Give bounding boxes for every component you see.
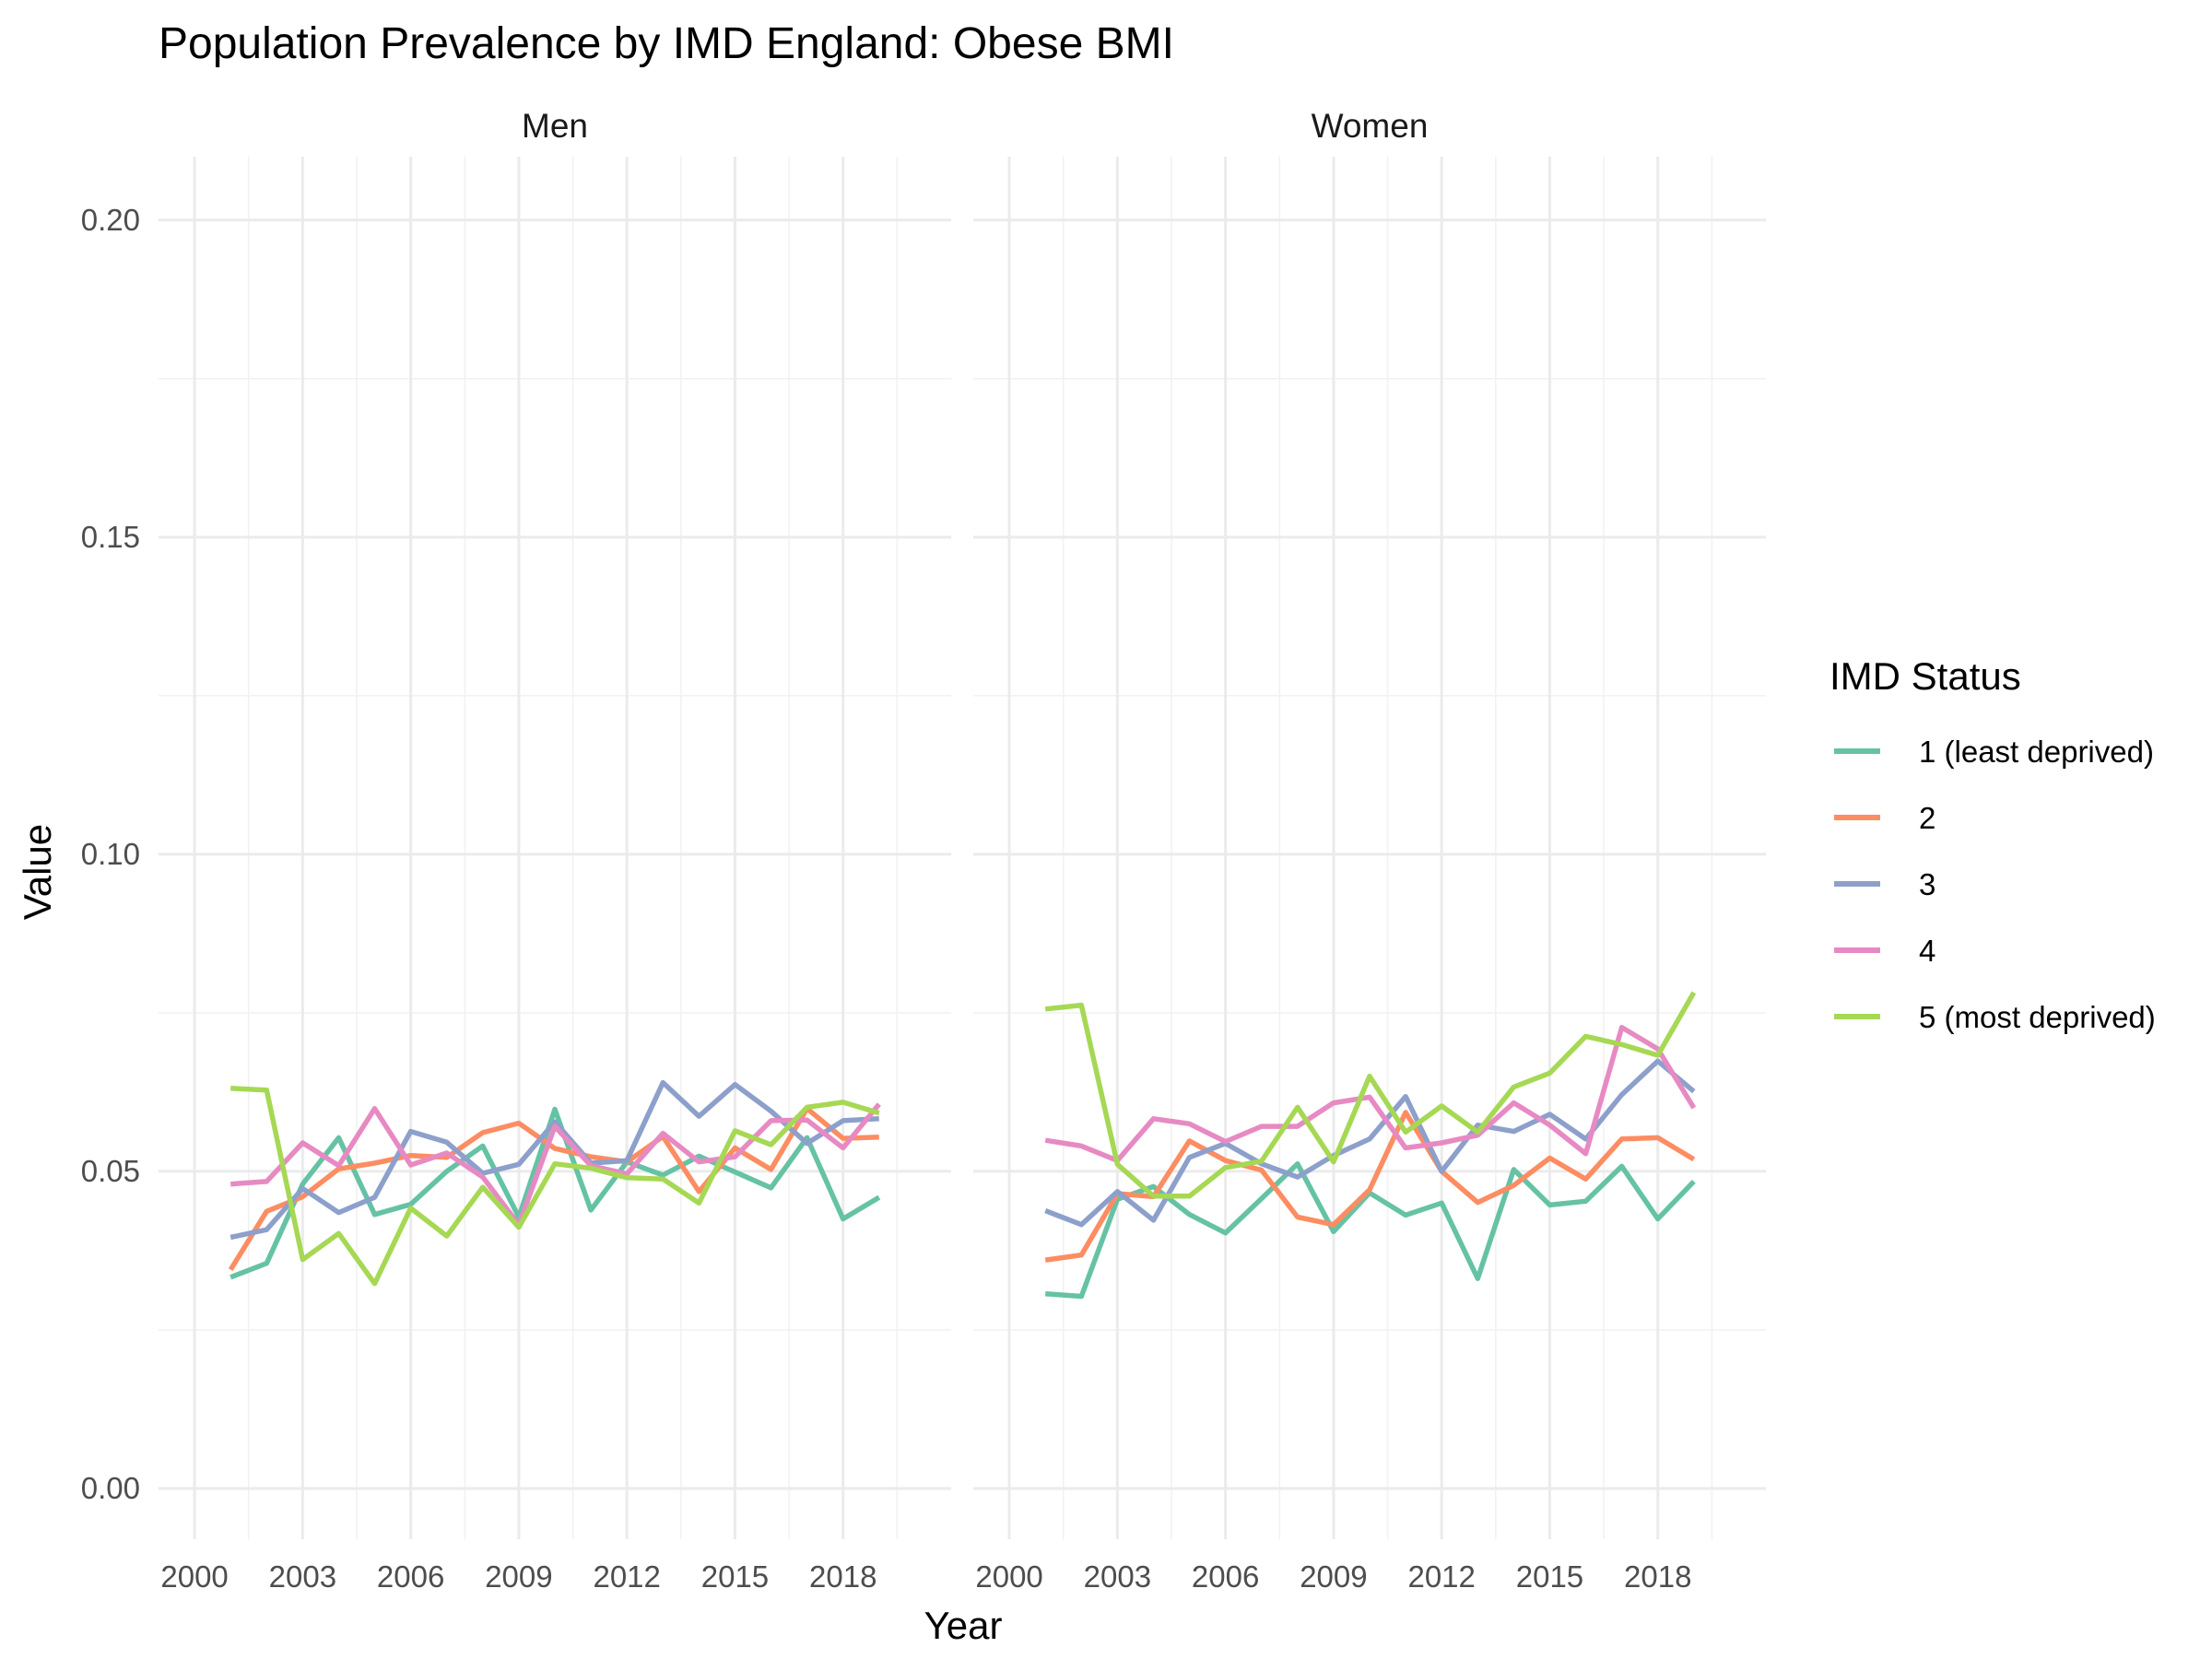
y-tick-label: 0.15 (81, 520, 140, 554)
legend: IMD Status 1 (least deprived) 2 3 4 5 (most … (1830, 654, 2156, 1034)
series-line-women-4 (1044, 1024, 1697, 1163)
series-line-men-1 (229, 1106, 881, 1280)
facet-strip-label: Women (1312, 107, 1429, 145)
x-tick-label: 2015 (701, 1559, 769, 1594)
legend-title: IMD Status (1830, 654, 2021, 698)
legend-label-4: 4 (1919, 934, 1936, 968)
x-tick-label: 2003 (269, 1559, 336, 1594)
x-tick-label: 2012 (593, 1559, 660, 1594)
y-tick-label: 0.05 (81, 1154, 140, 1188)
y-axis-title: Value (16, 824, 59, 920)
x-tick-label: 2018 (809, 1559, 877, 1594)
legend-label-5: 5 (most deprived) (1919, 1000, 2156, 1034)
panels: 2000 2003 2006 2009 2012 2015 2018 0.00 0.05 0.10… (81, 107, 1766, 1594)
x-tick-label: 2000 (160, 1559, 228, 1594)
x-tick-label: 2006 (1192, 1559, 1259, 1594)
y-tick-label: 0.00 (81, 1471, 140, 1505)
x-tick-label: 2015 (1516, 1559, 1583, 1594)
x-tick-label: 2006 (377, 1559, 444, 1594)
y-tick-label: 0.10 (81, 837, 140, 871)
x-tick-label: 2012 (1407, 1559, 1475, 1594)
series-line-men-2 (228, 1106, 879, 1272)
series-line-men-3 (229, 1079, 879, 1241)
x-tick-label: 2000 (975, 1559, 1042, 1594)
facet-strip-label: Men (522, 107, 588, 145)
x-tick-label: 2009 (485, 1559, 552, 1594)
series-line-women-3 (1044, 1058, 1696, 1228)
series-line-men-5 (230, 1086, 880, 1287)
x-tick-label: 2018 (1624, 1559, 1691, 1594)
panel-women: 2000 2003 2006 2009 2012 2015 2018 Women (973, 107, 1766, 1594)
series-line-men-4 (230, 1102, 881, 1228)
panel-men: 2000 2003 2006 2009 2012 2015 2018 0.00 0.05 0.10… (81, 107, 951, 1594)
legend-label-1: 1 (least deprived) (1919, 735, 2154, 769)
chart-title: Population Prevalence by IMD England: Ob… (159, 19, 1174, 68)
x-tick-label: 2009 (1300, 1559, 1367, 1594)
x-tick-label: 2003 (1084, 1559, 1151, 1594)
legend-label-3: 3 (1919, 867, 1936, 901)
x-axis-title: Year (924, 1604, 1003, 1647)
series-line-women-5 (1044, 991, 1697, 1199)
y-tick-label: 0.20 (81, 203, 140, 237)
legend-label-2: 2 (1919, 801, 1936, 835)
